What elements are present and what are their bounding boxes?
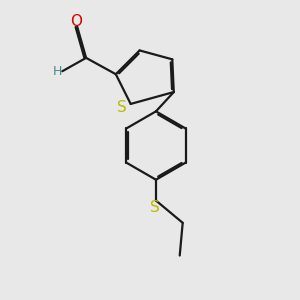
Text: H: H: [53, 65, 62, 78]
Text: S: S: [118, 100, 127, 115]
Text: S: S: [150, 200, 159, 214]
Text: O: O: [70, 14, 82, 29]
